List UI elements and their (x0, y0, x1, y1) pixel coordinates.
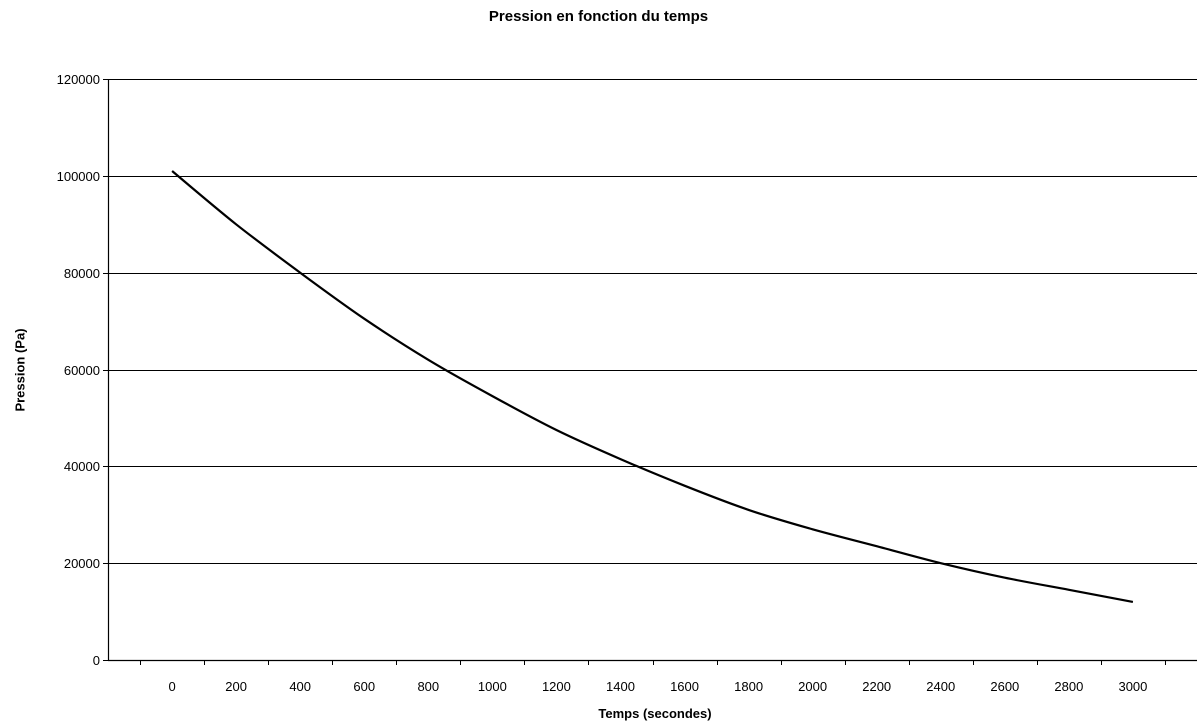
y-tick-label: 120000 (57, 72, 100, 87)
data-point (555, 429, 557, 431)
data-point (748, 509, 750, 511)
y-tick-label: 40000 (64, 459, 100, 474)
x-tick-label: 3000 (1118, 679, 1147, 694)
data-point (812, 528, 814, 530)
x-tick-label: 0 (168, 679, 175, 694)
data-point (491, 395, 493, 397)
x-tick-label: 2200 (862, 679, 891, 694)
data-point (427, 359, 429, 361)
data-point (620, 458, 622, 460)
y-tick-label: 60000 (64, 363, 100, 378)
x-tick-label: 1400 (606, 679, 635, 694)
x-tick-label: 1000 (478, 679, 507, 694)
series-line (171, 170, 1134, 603)
x-tick-label: 1800 (734, 679, 763, 694)
data-point (876, 545, 878, 547)
grid-lines (108, 79, 1197, 564)
x-tick-label: 2800 (1054, 679, 1083, 694)
y-tick-label: 100000 (57, 169, 100, 184)
data-point (299, 272, 301, 274)
series-layer (171, 170, 1134, 603)
tick-labels: 0 20000 40000 60000 80000 100000 120000 0 200 400… (57, 72, 1148, 694)
x-axis-label: Temps (secondes) (598, 706, 712, 721)
data-point (363, 318, 365, 320)
x-tick-label: 2400 (926, 679, 955, 694)
data-point (1132, 601, 1134, 603)
data-point (1004, 577, 1006, 579)
data-point (684, 485, 686, 487)
data-point (235, 223, 237, 225)
chart-title: Pression en fonction du temps (488, 8, 709, 25)
x-tick-label: 2600 (990, 679, 1019, 694)
x-tick-label: 1200 (542, 679, 571, 694)
data-point (1068, 589, 1070, 591)
x-tick-label: 1600 (670, 679, 699, 694)
x-tick-label: 800 (417, 679, 439, 694)
x-tick-label: 2000 (798, 679, 827, 694)
axes (103, 79, 1197, 665)
data-point (940, 562, 942, 564)
y-tick-label: 0 (93, 653, 100, 668)
data-point (171, 170, 173, 172)
x-tick-label: 600 (353, 679, 375, 694)
x-tick-label: 400 (289, 679, 311, 694)
y-tick-label: 20000 (64, 556, 100, 571)
y-tick-label: 80000 (64, 266, 100, 281)
x-tick-label: 200 (225, 679, 247, 694)
